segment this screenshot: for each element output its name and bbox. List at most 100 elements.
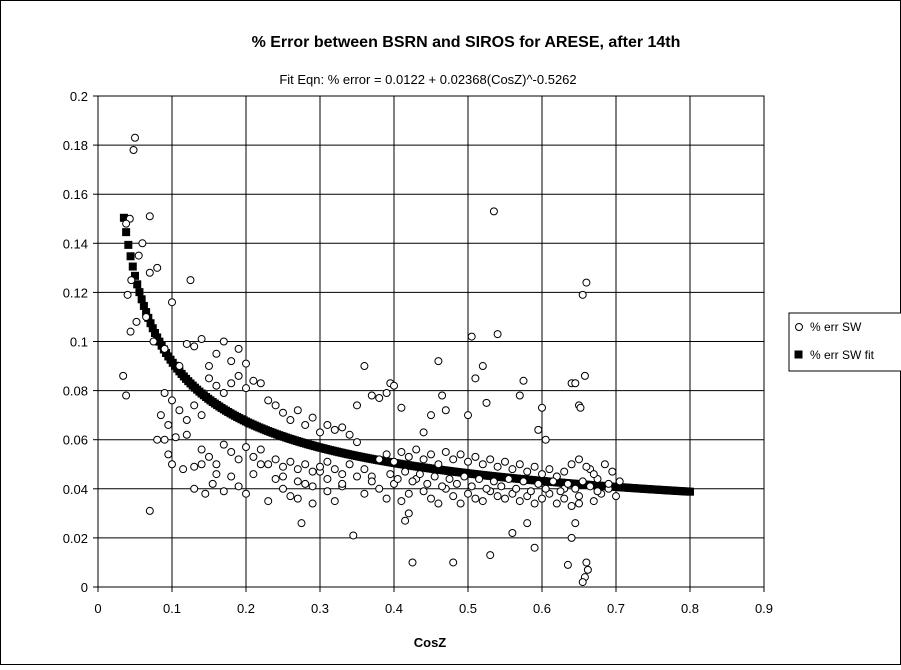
scatter-point — [401, 467, 410, 476]
scatter-point — [538, 403, 546, 412]
scatter-point — [175, 362, 184, 371]
scatter-point — [205, 362, 213, 371]
scatter-point — [219, 337, 228, 346]
scatter-point — [523, 519, 532, 528]
scatter-point — [441, 447, 450, 456]
scatter-point — [219, 389, 228, 398]
scatter-point — [212, 349, 221, 358]
scatter-point — [271, 474, 280, 483]
scatter-point — [349, 531, 358, 540]
scatter-point — [301, 420, 310, 429]
scatter-point — [197, 445, 206, 454]
scatter-point — [578, 578, 587, 587]
scatter-point — [160, 435, 169, 444]
fit-point — [686, 487, 694, 496]
scatter-point — [386, 470, 395, 479]
scatter-point — [404, 509, 413, 518]
scatter-point — [360, 465, 369, 474]
scatter-point — [279, 408, 287, 417]
scatter-point — [271, 401, 280, 410]
x-tick-label: 0.2 — [237, 601, 255, 616]
scatter-point — [397, 403, 406, 412]
scatter-point — [467, 332, 476, 341]
scatter-point — [423, 479, 432, 488]
scatter-point — [408, 477, 417, 486]
scatter-point — [297, 519, 306, 528]
scatter-point — [256, 460, 265, 469]
scatter-point — [576, 403, 585, 412]
scatter-point — [227, 472, 236, 481]
scatter-point — [556, 487, 565, 496]
scatter-point — [390, 381, 398, 390]
scatter-point — [308, 413, 317, 422]
scatter-point — [338, 479, 347, 488]
scatter-point — [168, 396, 176, 405]
scatter-point — [434, 460, 443, 469]
scatter-point — [582, 278, 591, 287]
scatter-point — [197, 460, 206, 469]
y-tick-label: 0.2 — [70, 89, 88, 104]
scatter-point — [242, 489, 250, 498]
scatter-point — [478, 497, 487, 506]
scatter-point — [308, 467, 317, 476]
scatter-point — [545, 465, 554, 474]
scatter-point — [612, 492, 620, 501]
scatter-point — [467, 482, 476, 491]
y-tick-label: 0 — [81, 580, 88, 595]
scatter-point — [249, 376, 258, 385]
legend-marker-square — [794, 350, 803, 359]
scatter-point — [301, 479, 310, 488]
scatter-point — [279, 472, 287, 481]
scatter-point — [580, 371, 589, 380]
scatter-point — [145, 212, 154, 221]
fit-point — [131, 271, 139, 280]
scatter-point — [338, 423, 347, 432]
scatter-point — [438, 482, 447, 491]
scatter-point — [593, 487, 602, 496]
scatter-point — [575, 455, 583, 464]
scatter-point — [345, 430, 354, 439]
y-tick-label: 0.06 — [63, 433, 88, 448]
scatter-point — [205, 452, 213, 461]
scatter-point — [382, 450, 391, 459]
scatter-point — [449, 558, 458, 567]
x-tick-label: 0.4 — [385, 601, 403, 616]
scatter-point — [575, 492, 583, 501]
fit-point — [146, 319, 155, 328]
scatter-point — [478, 362, 487, 371]
scatter-point — [493, 330, 502, 339]
scatter-point — [323, 420, 332, 429]
scatter-point — [504, 474, 513, 483]
x-tick-label: 0 — [94, 601, 101, 616]
scatter-point — [186, 276, 195, 285]
scatter-point — [234, 371, 243, 380]
scatter-point — [471, 452, 480, 461]
scatter-point — [404, 452, 413, 461]
scatter-point — [279, 484, 287, 493]
scatter-point — [464, 457, 472, 466]
scatter-point — [123, 290, 132, 299]
scatter-point — [190, 401, 199, 410]
scatter-point — [293, 465, 302, 474]
scatter-point — [615, 477, 624, 486]
scatter-point — [397, 447, 406, 456]
fit-point — [139, 301, 148, 310]
scatter-point — [227, 357, 236, 366]
scatter-point — [168, 298, 176, 307]
scatter-point — [153, 435, 162, 444]
scatter-point — [427, 411, 435, 420]
scatter-point — [212, 460, 221, 469]
scatter-point — [489, 477, 498, 486]
scatter-point — [526, 487, 535, 496]
scatter-point — [164, 450, 173, 459]
fit-point — [150, 328, 159, 337]
scatter-point — [382, 389, 391, 398]
scatter-point — [508, 528, 517, 537]
scatter-point — [330, 465, 339, 474]
scatter-point — [323, 474, 332, 483]
scatter-point — [575, 499, 583, 508]
scatter-point — [460, 472, 469, 481]
scatter-point — [408, 558, 417, 567]
scatter-point — [445, 474, 454, 483]
scatter-point — [404, 489, 413, 498]
